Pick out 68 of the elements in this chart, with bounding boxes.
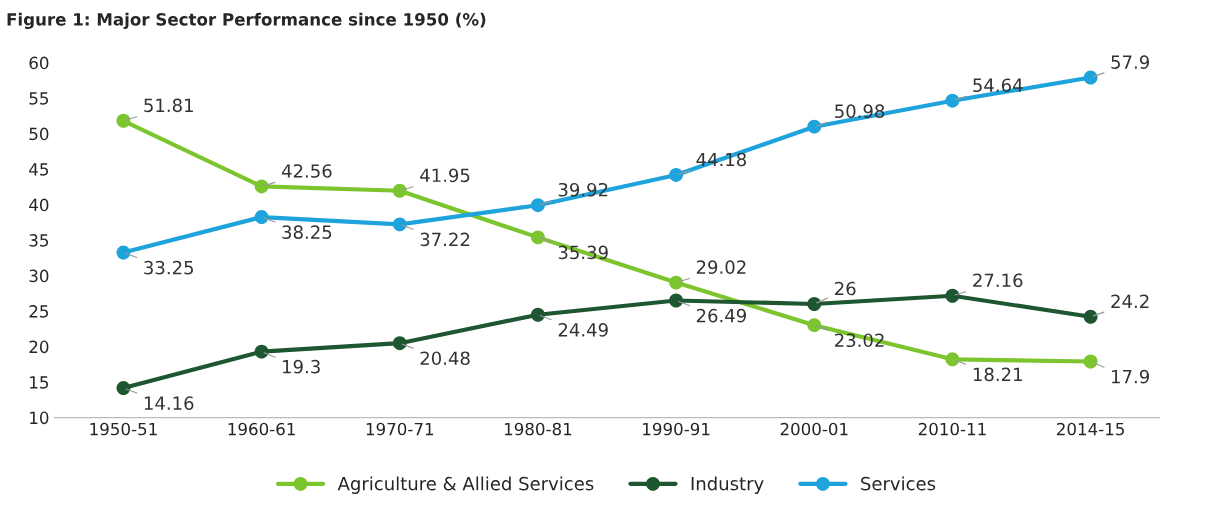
data-label: 41.95 <box>420 168 470 183</box>
y-tick-label: 50 <box>29 127 49 141</box>
x-tick-label: 2010-11 <box>918 422 986 436</box>
point <box>116 113 131 128</box>
y-tick-label: 55 <box>29 92 49 105</box>
data-label: 29.02 <box>696 260 746 274</box>
data-label: 54.64 <box>973 78 1023 93</box>
data-label: 57.9 <box>1111 55 1149 69</box>
x-tick-label: 1980-81 <box>504 422 572 436</box>
point <box>807 119 822 134</box>
point <box>669 275 684 290</box>
legend-label: Industry <box>691 476 764 494</box>
data-label: 50.98 <box>835 104 885 119</box>
x-tick-label: 1990-91 <box>643 422 710 436</box>
y-tick-label: 20 <box>29 340 49 354</box>
data-label: 20.48 <box>420 351 470 366</box>
point <box>1083 354 1098 369</box>
x-tick-label: 1970-71 <box>366 422 434 436</box>
point <box>254 179 269 194</box>
point <box>945 288 960 303</box>
x-tick-label: 2014-15 <box>1057 422 1124 436</box>
point <box>669 168 684 182</box>
data-label: 26.49 <box>696 308 746 323</box>
point <box>945 352 960 367</box>
data-label: 24.2 <box>1111 294 1149 308</box>
point <box>945 93 960 108</box>
point <box>116 245 131 260</box>
legend-label: Agriculture & Allied Services <box>337 476 594 494</box>
y-tick-label: 40 <box>29 198 49 212</box>
y-tick-label: 25 <box>29 305 49 318</box>
point <box>530 198 545 213</box>
point <box>669 293 684 308</box>
point <box>392 336 407 351</box>
point <box>1083 70 1098 85</box>
x-tick-label: 1950-51 <box>90 422 157 436</box>
point <box>254 344 269 359</box>
point <box>254 210 269 224</box>
data-label: 24.49 <box>558 322 608 337</box>
data-label: 51.81 <box>144 98 193 113</box>
point <box>530 230 545 245</box>
data-label: 19.3 <box>283 359 320 374</box>
y-tick-label: 45 <box>29 163 49 176</box>
chart-title: Figure 1: Major Sector Performance since 1950 (%) <box>7 12 486 30</box>
x-tick-label: 1960-61 <box>228 422 295 436</box>
y-tick-label: 10 <box>30 411 49 425</box>
y-tick-label: 35 <box>29 234 49 247</box>
point <box>1083 309 1098 324</box>
x-tick-label: 2000-01 <box>780 422 848 436</box>
y-tick-label: 30 <box>29 269 49 283</box>
data-label: 26 <box>835 281 856 296</box>
y-tick-label: 60 <box>29 56 49 70</box>
data-label: 37.22 <box>420 232 470 247</box>
point <box>807 318 822 333</box>
data-label: 38.25 <box>282 225 332 239</box>
point <box>392 183 407 198</box>
point <box>807 297 822 311</box>
data-label: 39.92 <box>558 182 608 197</box>
point <box>116 381 131 396</box>
point <box>392 217 407 232</box>
data-label: 27.16 <box>973 273 1023 288</box>
y-tick-label: 15 <box>30 376 49 389</box>
legend-label: Services <box>861 476 936 491</box>
data-label: 42.56 <box>281 164 332 178</box>
data-label: 18.21 <box>973 367 1022 382</box>
data-label: 33.25 <box>144 260 193 275</box>
data-label: 14.16 <box>144 396 194 410</box>
data-label: 17.9 <box>1112 369 1149 384</box>
point <box>530 307 545 322</box>
